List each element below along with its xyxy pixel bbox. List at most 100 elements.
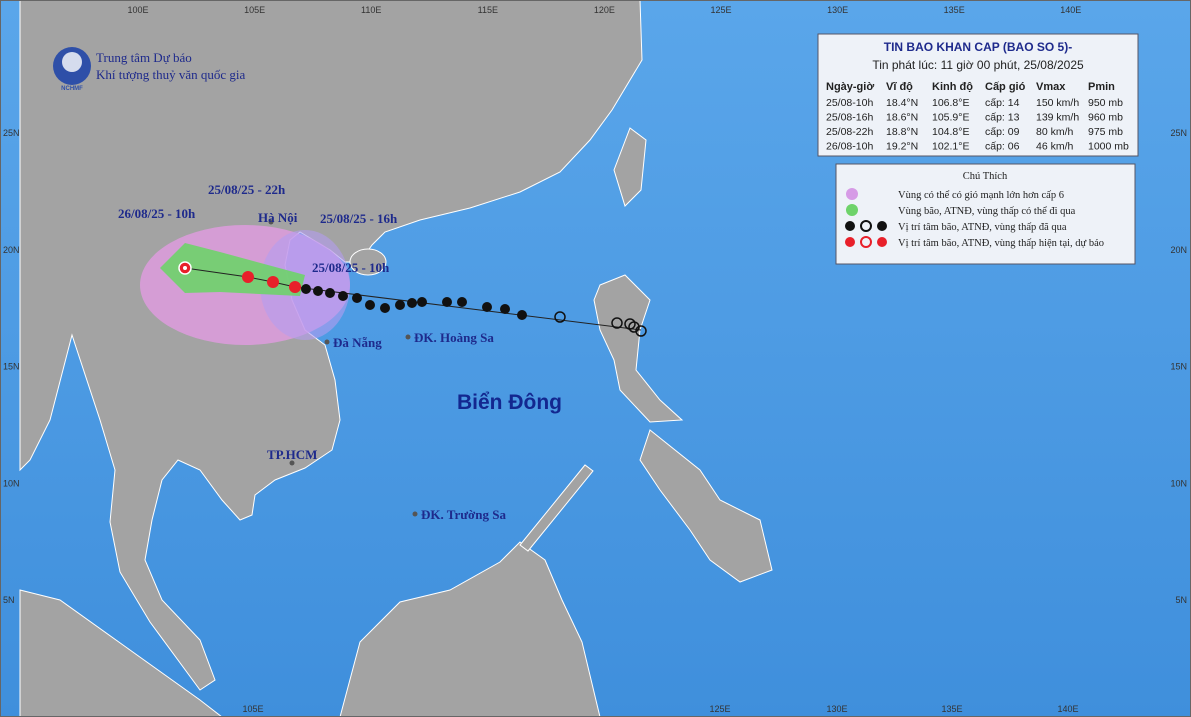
lon-label: 120E: [594, 5, 615, 15]
past-position: [365, 300, 375, 310]
hainan: [349, 248, 387, 276]
palawan: [519, 464, 594, 552]
luzon: [593, 274, 684, 423]
mainland-asia: [19, 0, 643, 691]
past-position: [325, 288, 335, 298]
table-cell: 104.8°E: [932, 126, 969, 138]
legend: Chú Thích Vùng có thể có gió mạnh lớn hơ…: [835, 163, 1136, 265]
past-position: [380, 303, 390, 313]
forecast-position-center: [183, 266, 187, 270]
time-label: 26/08/25 - 10h: [118, 206, 196, 221]
island-dot: [412, 511, 418, 517]
legend-item: Vùng bão, ATNĐ, vùng thấp có thể đi qua: [898, 206, 1076, 217]
table-cell: cấp: 13: [985, 112, 1020, 124]
past-depression: [611, 317, 623, 329]
forecast-position: [242, 271, 254, 283]
past-position: [457, 297, 467, 307]
table-header: Cấp gió: [985, 81, 1026, 93]
table-header: Vmax: [1036, 81, 1066, 93]
lon-label: 140E: [1060, 5, 1081, 15]
table-cell: 106.8°E: [932, 97, 969, 109]
org-name: Khí tượng thuỷ văn quốc gia: [96, 67, 246, 82]
city-dot: [324, 339, 330, 345]
past-position: [407, 298, 417, 308]
time-label: 25/08/25 - 16h: [320, 211, 398, 226]
past-depression: [635, 325, 647, 337]
table-cell: 25/08-10h: [826, 97, 873, 109]
island-dot: [405, 334, 411, 340]
borneo: [339, 541, 601, 717]
lon-label: 130E: [826, 704, 847, 714]
table-cell: 18.8°N: [886, 126, 918, 138]
lon-label: 100E: [127, 5, 148, 15]
lon-label: 130E: [827, 5, 848, 15]
past-depression: [554, 311, 566, 323]
past-position: [517, 310, 527, 320]
table-cell: cấp: 09: [985, 126, 1020, 138]
lon-label: 135E: [944, 5, 965, 15]
legend-swatch: [877, 221, 887, 231]
table-cell: 80 km/h: [1036, 126, 1074, 138]
lat-label: 10N: [1170, 478, 1187, 488]
mindanao: [639, 429, 773, 583]
past-position: [352, 293, 362, 303]
legend-swatch: [877, 237, 887, 247]
table-cell: 46 km/h: [1036, 141, 1074, 153]
lat-label: 25N: [3, 128, 20, 138]
lon-label: 115E: [478, 5, 498, 15]
info-table: Ngày-giờ Vĩ độ Kinh độ Cấp gió Vmax Pmin 25/08…: [826, 81, 1129, 153]
place-label: TP.HCM: [267, 447, 317, 462]
table-cell: 18.4°N: [886, 97, 918, 109]
forecast-positions: [178, 261, 301, 293]
past-position: [338, 291, 348, 301]
forecast-position: [267, 276, 279, 288]
table-cell: 1000 mb: [1088, 141, 1129, 153]
table-cell: cấp: 06: [985, 141, 1020, 153]
legend-item: Vùng có thể có gió mạnh lớn hơn cấp 6: [898, 190, 1064, 201]
lon-label: 105E: [242, 704, 263, 714]
table-cell: 19.2°N: [886, 141, 918, 153]
table-cell: 150 km/h: [1036, 97, 1079, 109]
logo: NCHMF: [53, 47, 91, 92]
info-subtitle: Tin phát lúc: 11 giờ 00 phút, 25/08/2025: [872, 58, 1084, 72]
past-position: [313, 286, 323, 296]
org-name: Trung tâm Dự báo: [96, 50, 192, 65]
table-cell: 960 mb: [1088, 112, 1123, 124]
lat-label: 25N: [1170, 128, 1187, 138]
table-cell: 950 mb: [1088, 97, 1123, 109]
legend-item: Vị trí tâm bão, ATNĐ, vùng thấp hiện tại…: [898, 238, 1104, 249]
legend-swatch: [860, 220, 872, 232]
land: [19, 0, 773, 717]
table-cell: 975 mb: [1088, 126, 1123, 138]
past-position: [417, 297, 427, 307]
table-cell: 102.1°E: [932, 141, 969, 153]
table-cell: 26/08-10h: [826, 141, 873, 153]
table-header: Vĩ độ: [886, 81, 913, 93]
table-cell: 105.9°E: [932, 112, 969, 124]
forecast-position: [289, 281, 301, 293]
table-header: Kinh độ: [932, 81, 973, 93]
lon-label: 140E: [1057, 704, 1078, 714]
taiwan: [613, 127, 647, 207]
legend-swatch: [846, 188, 858, 200]
table-cell: 139 km/h: [1036, 112, 1079, 124]
place-label: Đà Nẵng: [333, 335, 382, 350]
lat-label: 15N: [1170, 362, 1187, 372]
logo-text: NCHMF: [61, 86, 83, 92]
lat-label: 10N: [3, 478, 20, 488]
table-cell: cấp: 14: [985, 97, 1020, 109]
past-position: [442, 297, 452, 307]
past-position: [301, 284, 311, 294]
legend-swatch: [860, 236, 872, 248]
sea-label: Biển Đông: [457, 391, 562, 414]
legend-swatch: [846, 204, 858, 216]
past-position: [500, 304, 510, 314]
table-header: Ngày-giờ: [826, 81, 874, 93]
lon-label: 105E: [244, 5, 265, 15]
lon-label: 135E: [941, 704, 962, 714]
legend-item: Vị trí tâm bão, ATNĐ, vùng thấp đã qua: [898, 222, 1067, 233]
lat-label: 20N: [1170, 245, 1187, 255]
